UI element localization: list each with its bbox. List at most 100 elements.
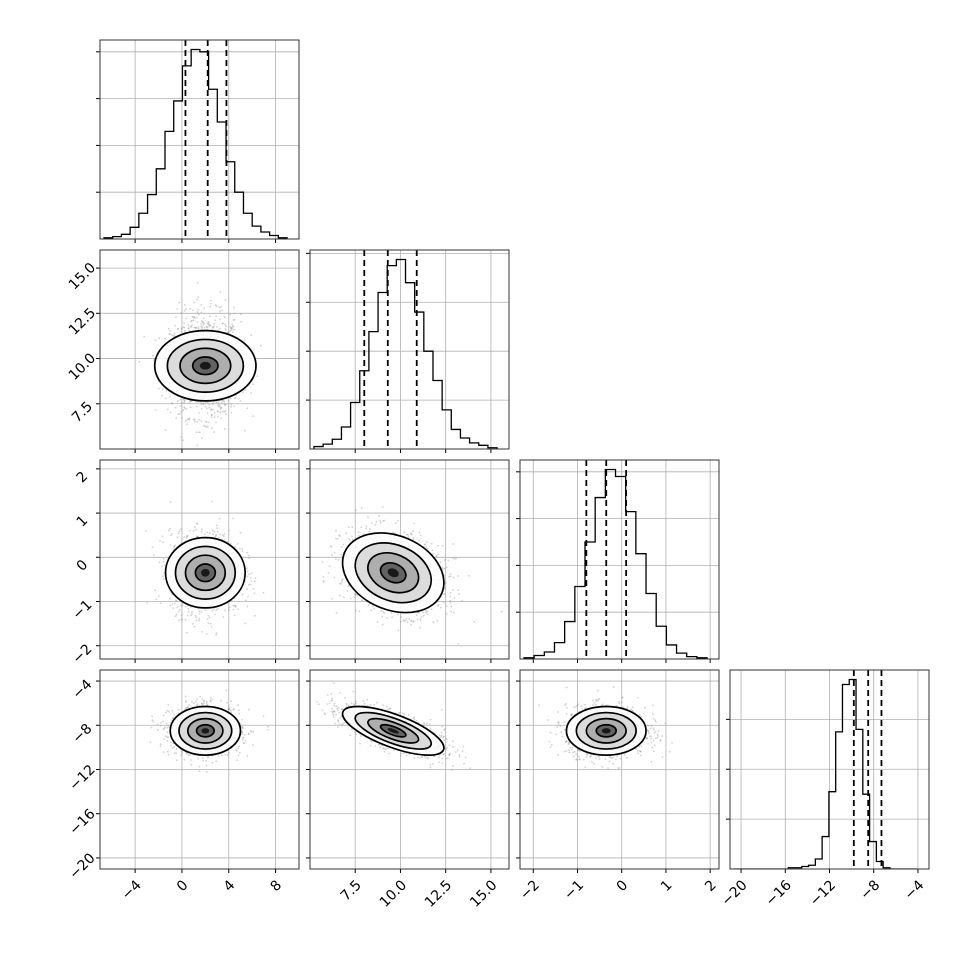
scatter-point [162,575,164,578]
scatter-point [339,594,341,597]
scatter-point [230,403,233,406]
scatter-point [201,326,204,329]
scatter-point [196,317,198,319]
scatter-point [186,534,189,537]
scatter-point [397,629,400,632]
scatter-point [206,322,209,325]
scatter-point [224,323,227,326]
scatter-point [444,581,447,584]
scatter-point [151,719,154,721]
scatter-point [180,327,183,330]
scatter-point [402,619,405,621]
scatter-point [185,707,188,709]
scatter-point [187,323,190,326]
scatter-point [160,722,162,724]
scatter-point [371,522,373,524]
scatter-point [249,577,252,579]
scatter-point [211,761,214,764]
scatter-point [379,520,382,522]
scatter-point [233,318,236,321]
scatter-point [246,551,249,554]
scatter-point [379,521,382,524]
scatter-point [216,416,219,418]
scatter-point [196,321,199,324]
density-level [200,568,210,577]
scatter-point [208,404,211,406]
scatter-point [159,602,162,605]
scatter-point [178,608,181,611]
scatter-point [165,722,168,725]
scatter-point [172,607,174,609]
scatter-point [169,329,171,332]
scatter-point [418,531,421,534]
scatter-point [186,418,189,421]
scatter-point [246,407,249,410]
scatter-point [165,735,167,738]
contour-line [191,356,219,376]
scatter-point [329,545,332,547]
scatter-point [450,605,453,608]
scatter-point [197,309,200,311]
scatter-point [202,321,204,323]
scatter-point [171,603,174,605]
scatter-point [333,576,336,579]
panel-content [310,250,509,449]
scatter-point [234,546,236,548]
scatter-point [205,426,208,428]
scatter-point [176,328,179,330]
scatter-point [239,547,241,550]
scatter-point [162,557,165,560]
scatter-point [426,610,429,613]
scatter-point [424,609,427,612]
y-tick-label: 12.5 [66,305,99,338]
scatter-point [449,595,451,598]
scatter-point [234,397,236,399]
panel-content [100,40,299,239]
scatter-point [197,296,200,298]
contour-line [179,347,232,385]
scatter-point [219,291,222,293]
y-tick-label: 15.0 [66,260,99,293]
scatter-point [193,316,196,318]
scatter-point [219,533,222,536]
scatter-point [224,409,227,412]
y-tick-label: 1 [74,513,92,531]
scatter-point [199,431,201,434]
scatter-point [225,413,227,416]
scatter-point [157,729,159,731]
scatter-point [210,413,213,416]
contour-line [194,563,217,583]
scatter-point [162,577,165,580]
scatter-point [145,530,147,532]
scatter-point [197,328,200,330]
scatter-point [226,331,229,334]
scatter-point [185,308,188,310]
scatter-point [233,306,235,309]
scatter-point [187,754,190,756]
scatter-point [232,608,235,611]
scatter-point [449,601,452,604]
scatter-point [184,419,187,422]
scatter-point [171,747,174,749]
scatter-point [154,339,157,341]
scatter-point [199,402,202,405]
scatter-point [430,608,433,611]
scatter-point [397,613,399,616]
scatter-point [198,610,201,613]
scatter-point [186,535,188,538]
scatter-point [442,601,445,604]
scatter-point [243,429,246,432]
scatter-point [186,451,188,453]
scatter-point [171,533,173,535]
scatter-point [206,531,209,534]
scatter-point [336,537,339,540]
scatter-point [453,597,456,599]
scatter-point [215,315,218,318]
scatter-point [185,631,188,634]
scatter-point [237,608,240,610]
scatter-point [202,317,205,320]
scatter-point [202,403,205,405]
scatter-point [230,411,233,414]
contour-line [166,338,245,393]
